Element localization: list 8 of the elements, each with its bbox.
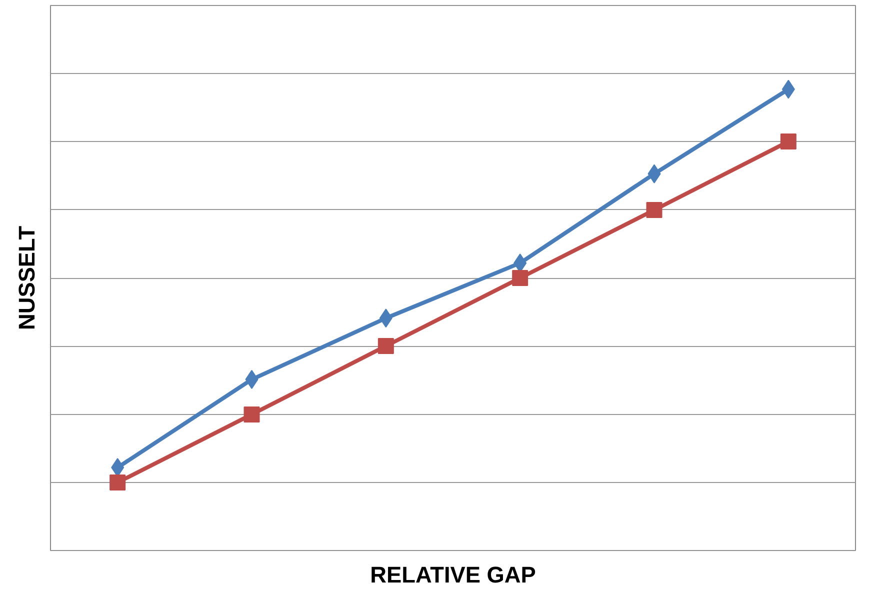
y-axis-title: NUSSELT [14, 226, 40, 330]
point [244, 406, 260, 422]
point [378, 338, 394, 354]
point [646, 202, 662, 218]
point [780, 134, 796, 150]
point [512, 270, 528, 286]
point [110, 474, 126, 490]
x-axis-title: RELATIVE GAP [370, 562, 536, 588]
